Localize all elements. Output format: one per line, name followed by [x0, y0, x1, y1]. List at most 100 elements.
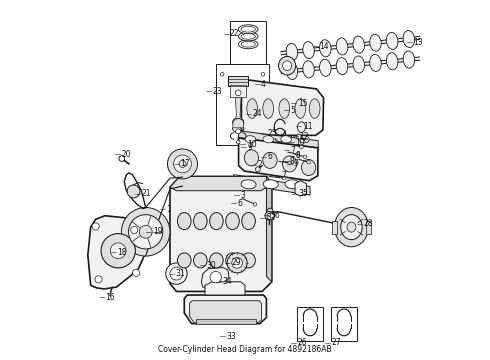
- Circle shape: [139, 225, 152, 238]
- Text: 14: 14: [319, 41, 329, 50]
- Ellipse shape: [279, 57, 296, 75]
- Ellipse shape: [297, 122, 305, 132]
- Text: 26: 26: [298, 338, 308, 347]
- Text: 15: 15: [298, 99, 308, 108]
- Text: 27: 27: [331, 338, 341, 347]
- Circle shape: [283, 176, 286, 180]
- Ellipse shape: [370, 54, 381, 71]
- Circle shape: [236, 129, 241, 134]
- Circle shape: [179, 160, 186, 167]
- Ellipse shape: [241, 26, 255, 32]
- Text: 2: 2: [257, 161, 262, 170]
- Text: 20: 20: [122, 150, 131, 159]
- Ellipse shape: [347, 222, 356, 232]
- Polygon shape: [239, 138, 318, 181]
- Ellipse shape: [283, 156, 297, 172]
- Circle shape: [166, 263, 187, 284]
- Text: 19: 19: [153, 227, 163, 236]
- Ellipse shape: [353, 36, 365, 53]
- Ellipse shape: [241, 33, 255, 39]
- Ellipse shape: [303, 61, 314, 78]
- Polygon shape: [190, 301, 262, 323]
- Circle shape: [253, 203, 257, 206]
- Polygon shape: [201, 267, 229, 288]
- Circle shape: [127, 185, 140, 198]
- Text: 22: 22: [230, 29, 240, 38]
- Bar: [297, 307, 323, 341]
- Ellipse shape: [194, 212, 207, 230]
- Text: 24: 24: [252, 109, 262, 118]
- Ellipse shape: [341, 215, 362, 240]
- Circle shape: [307, 160, 310, 164]
- Circle shape: [92, 223, 99, 230]
- Text: 5: 5: [291, 106, 295, 115]
- Polygon shape: [234, 175, 310, 195]
- Bar: [228, 76, 248, 86]
- Circle shape: [128, 215, 163, 249]
- Ellipse shape: [245, 150, 259, 166]
- Ellipse shape: [319, 40, 331, 57]
- Ellipse shape: [286, 63, 297, 80]
- Text: 36: 36: [270, 211, 280, 220]
- Circle shape: [110, 243, 126, 258]
- Circle shape: [303, 155, 307, 158]
- Text: Cover-Cylinder Head Diagram for 4892186AB: Cover-Cylinder Head Diagram for 4892186A…: [158, 345, 332, 354]
- Ellipse shape: [226, 212, 239, 230]
- Ellipse shape: [303, 41, 315, 59]
- Ellipse shape: [309, 99, 320, 118]
- Text: 6: 6: [238, 199, 243, 208]
- Text: 9: 9: [248, 143, 253, 152]
- Ellipse shape: [369, 34, 381, 51]
- Ellipse shape: [242, 212, 255, 230]
- Ellipse shape: [301, 159, 316, 176]
- Polygon shape: [170, 176, 272, 191]
- Polygon shape: [295, 181, 306, 196]
- Ellipse shape: [245, 136, 256, 143]
- Text: 11: 11: [303, 122, 312, 131]
- Text: 29: 29: [231, 258, 241, 267]
- Polygon shape: [233, 98, 244, 128]
- Ellipse shape: [210, 253, 223, 268]
- Text: 16: 16: [106, 293, 115, 302]
- Ellipse shape: [177, 253, 191, 268]
- Text: 7: 7: [281, 171, 286, 180]
- Text: 3: 3: [241, 190, 245, 199]
- Circle shape: [232, 257, 243, 268]
- Text: 13: 13: [414, 38, 423, 47]
- Text: 10: 10: [295, 138, 305, 147]
- Polygon shape: [170, 176, 272, 292]
- Text: 8: 8: [290, 157, 294, 166]
- Polygon shape: [88, 216, 146, 289]
- Ellipse shape: [283, 61, 292, 71]
- Ellipse shape: [319, 59, 331, 76]
- Polygon shape: [242, 80, 323, 135]
- Circle shape: [265, 211, 273, 220]
- Bar: [230, 85, 246, 98]
- Circle shape: [132, 269, 140, 276]
- Ellipse shape: [335, 207, 368, 247]
- Ellipse shape: [295, 99, 306, 118]
- Ellipse shape: [263, 152, 277, 168]
- Circle shape: [255, 167, 260, 172]
- Text: 8: 8: [295, 151, 300, 160]
- Bar: [216, 64, 270, 145]
- Bar: [332, 221, 337, 234]
- Circle shape: [300, 145, 303, 149]
- Text: 7: 7: [290, 146, 295, 155]
- Ellipse shape: [239, 25, 258, 34]
- Ellipse shape: [263, 136, 273, 143]
- Ellipse shape: [297, 134, 301, 139]
- Ellipse shape: [177, 212, 191, 230]
- Polygon shape: [184, 295, 267, 324]
- Text: 30: 30: [206, 261, 216, 270]
- Text: 4: 4: [261, 80, 266, 89]
- Circle shape: [267, 213, 274, 220]
- Bar: [366, 221, 371, 234]
- Ellipse shape: [387, 53, 398, 70]
- Ellipse shape: [336, 38, 348, 55]
- Circle shape: [235, 90, 241, 96]
- Ellipse shape: [285, 180, 300, 189]
- Ellipse shape: [336, 58, 348, 75]
- Circle shape: [122, 207, 170, 256]
- Ellipse shape: [242, 253, 255, 268]
